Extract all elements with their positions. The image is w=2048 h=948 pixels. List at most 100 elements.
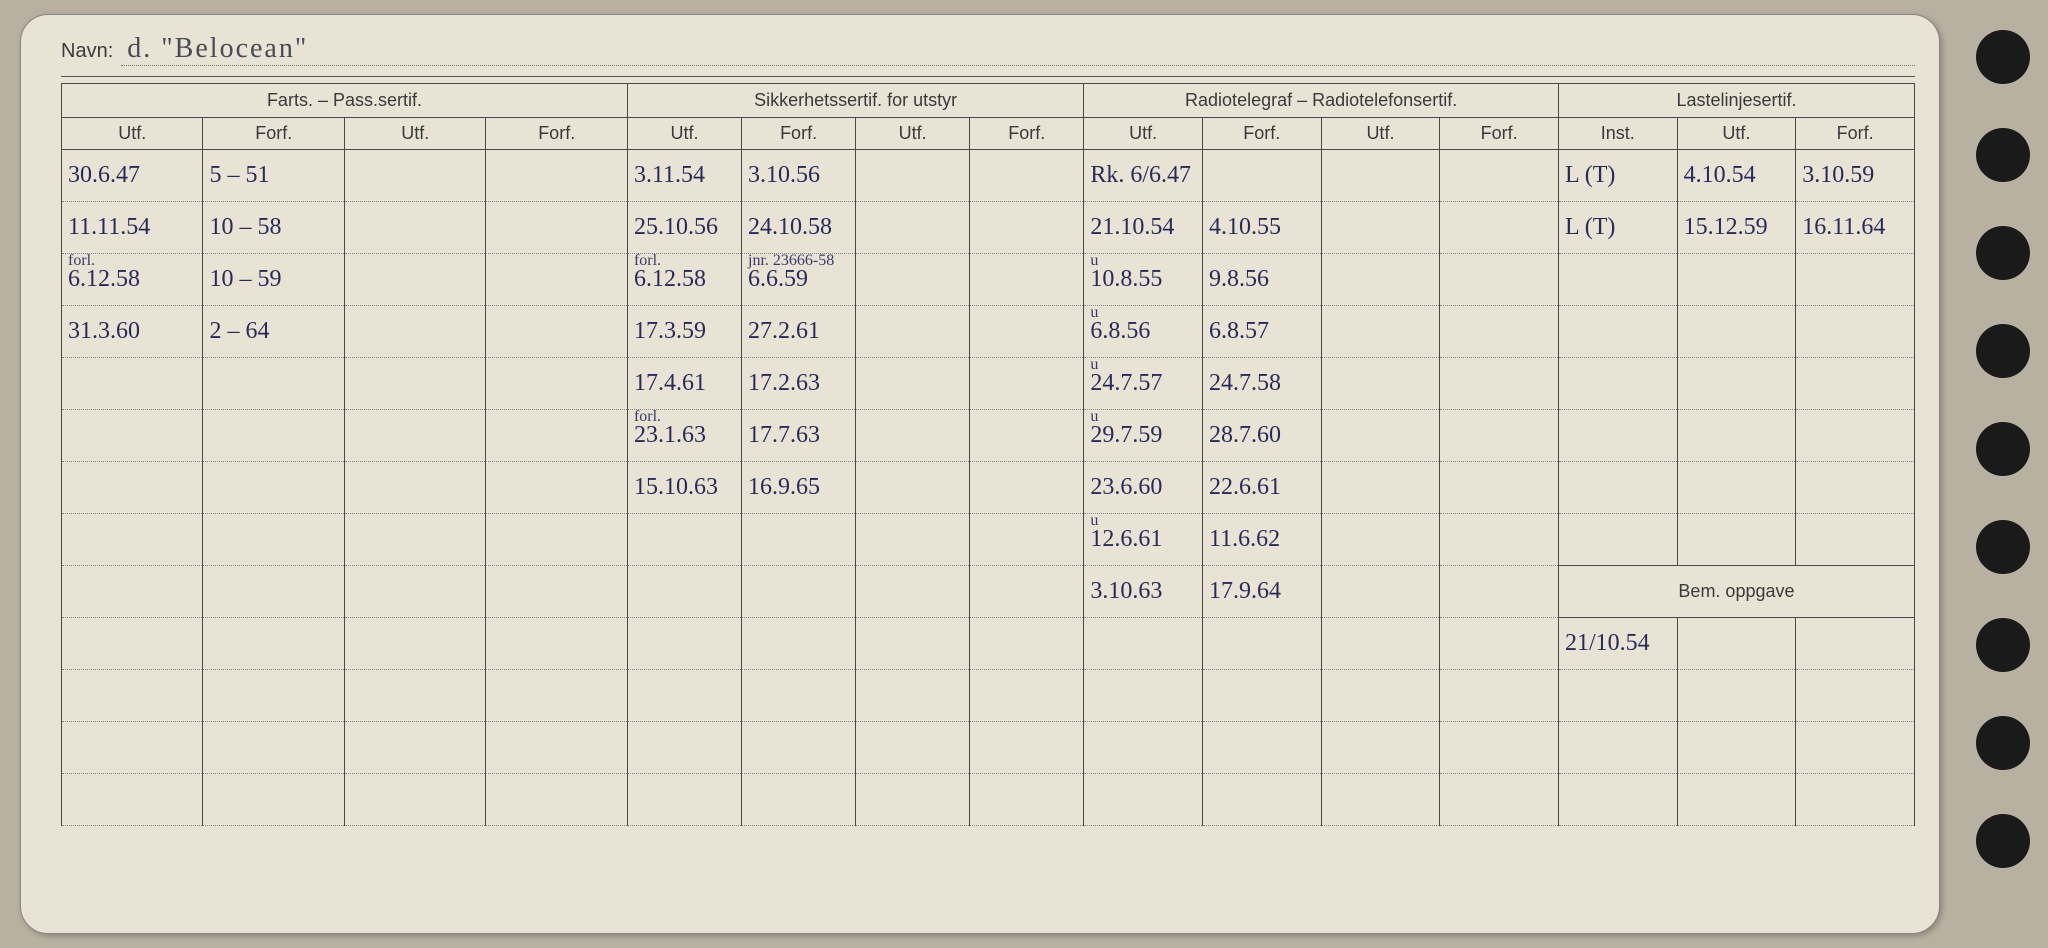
cell-radio: 9.8.56 bbox=[1202, 254, 1321, 306]
cell-laste bbox=[1558, 254, 1677, 306]
cell-sikker bbox=[742, 722, 856, 774]
cell-radio bbox=[1321, 722, 1440, 774]
cell-radio: 23.6.60 bbox=[1084, 462, 1203, 514]
cell-radio: u29.7.59 bbox=[1084, 410, 1203, 462]
cell-laste bbox=[1677, 514, 1796, 566]
cell-farts: 2 – 64 bbox=[203, 306, 344, 358]
cell-laste: 4.10.54 bbox=[1677, 150, 1796, 202]
cell-sikker bbox=[627, 514, 741, 566]
cell-bem bbox=[1558, 774, 1677, 826]
cell-farts bbox=[62, 774, 203, 826]
cell-radio: 21.10.54 bbox=[1084, 202, 1203, 254]
cell-sikker: 15.10.63 bbox=[627, 462, 741, 514]
cell-laste bbox=[1796, 254, 1915, 306]
cell-bem bbox=[1796, 670, 1915, 722]
cell-bem bbox=[1677, 618, 1796, 670]
cell-sikker bbox=[970, 722, 1084, 774]
section-sikker: Sikkerhetssertif. for utstyr bbox=[627, 84, 1083, 118]
table-row: u12.6.6111.6.62 bbox=[62, 514, 1915, 566]
cell-radio bbox=[1321, 462, 1440, 514]
table-row: 31.3.602 – 6417.3.5927.2.61u6.8.566.8.57 bbox=[62, 306, 1915, 358]
cell-farts bbox=[62, 462, 203, 514]
cell-radio bbox=[1440, 462, 1559, 514]
cell-radio bbox=[1321, 410, 1440, 462]
section-laste: Lastelinjesertif. bbox=[1558, 84, 1914, 118]
cell-radio bbox=[1440, 202, 1559, 254]
cell-bem bbox=[1796, 618, 1915, 670]
cell-bem bbox=[1677, 722, 1796, 774]
cell-farts bbox=[344, 254, 485, 306]
cell-farts: 10 – 59 bbox=[203, 254, 344, 306]
cell-bem bbox=[1796, 774, 1915, 826]
cell-laste bbox=[1558, 514, 1677, 566]
table-row: 15.10.6316.9.6523.6.6022.6.61 bbox=[62, 462, 1915, 514]
cell-farts bbox=[344, 618, 485, 670]
cell-bem bbox=[1677, 670, 1796, 722]
cell-farts: 5 – 51 bbox=[203, 150, 344, 202]
punch-holes bbox=[1976, 30, 2030, 868]
cell-sikker: 3.10.56 bbox=[742, 150, 856, 202]
cell-farts bbox=[344, 774, 485, 826]
cell-bem bbox=[1558, 670, 1677, 722]
cell-farts bbox=[486, 774, 627, 826]
cell-farts: 30.6.47 bbox=[62, 150, 203, 202]
table-row: 21/10.54 bbox=[62, 618, 1915, 670]
cell-radio: 4.10.55 bbox=[1202, 202, 1321, 254]
cell-bem bbox=[1677, 774, 1796, 826]
cell-sikker bbox=[742, 774, 856, 826]
cell-sikker: 17.3.59 bbox=[627, 306, 741, 358]
cell-radio bbox=[1440, 618, 1559, 670]
cell-farts bbox=[344, 670, 485, 722]
cell-sikker: forl.23.1.63 bbox=[627, 410, 741, 462]
cell-farts bbox=[486, 306, 627, 358]
cell-sikker bbox=[970, 566, 1084, 618]
table-row: forl.23.1.6317.7.63u29.7.5928.7.60 bbox=[62, 410, 1915, 462]
cell-sikker bbox=[742, 618, 856, 670]
cell-farts bbox=[203, 514, 344, 566]
cell-radio bbox=[1440, 566, 1559, 618]
table-row: 30.6.475 – 513.11.543.10.56Rk. 6/6.47L (… bbox=[62, 150, 1915, 202]
cell-farts: 11.11.54 bbox=[62, 202, 203, 254]
cell-sikker: 25.10.56 bbox=[627, 202, 741, 254]
cell-laste bbox=[1677, 462, 1796, 514]
table-row: 17.4.6117.2.63u24.7.5724.7.58 bbox=[62, 358, 1915, 410]
cell-sikker bbox=[856, 514, 970, 566]
cell-sikker bbox=[742, 514, 856, 566]
cell-radio bbox=[1084, 722, 1203, 774]
cell-radio bbox=[1440, 774, 1559, 826]
cell-farts bbox=[344, 410, 485, 462]
cell-farts bbox=[203, 462, 344, 514]
cell-farts bbox=[344, 358, 485, 410]
cell-farts bbox=[486, 254, 627, 306]
cell-sikker bbox=[970, 514, 1084, 566]
cell-farts bbox=[344, 202, 485, 254]
cell-farts bbox=[486, 566, 627, 618]
cell-laste bbox=[1677, 358, 1796, 410]
cell-radio bbox=[1202, 150, 1321, 202]
cell-sikker bbox=[970, 462, 1084, 514]
cell-sikker: 24.10.58 bbox=[742, 202, 856, 254]
cell-sikker: forl.6.12.58 bbox=[627, 254, 741, 306]
cell-farts bbox=[203, 358, 344, 410]
cell-farts: 31.3.60 bbox=[62, 306, 203, 358]
cell-sikker bbox=[627, 670, 741, 722]
cell-sikker bbox=[970, 618, 1084, 670]
cell-radio: 3.10.63 bbox=[1084, 566, 1203, 618]
cell-laste bbox=[1796, 410, 1915, 462]
cell-laste bbox=[1677, 410, 1796, 462]
cell-radio bbox=[1440, 670, 1559, 722]
cell-farts bbox=[344, 150, 485, 202]
cell-bem bbox=[1796, 722, 1915, 774]
cell-sikker bbox=[970, 774, 1084, 826]
table-row: 11.11.5410 – 5825.10.5624.10.5821.10.544… bbox=[62, 202, 1915, 254]
cell-farts bbox=[62, 670, 203, 722]
cell-sikker bbox=[970, 358, 1084, 410]
bem-header: Bem. oppgave bbox=[1558, 566, 1914, 618]
table-row: forl.6.12.5810 – 59forl.6.12.58jnr. 2366… bbox=[62, 254, 1915, 306]
cell-radio bbox=[1321, 150, 1440, 202]
cell-sikker bbox=[970, 150, 1084, 202]
cell-farts bbox=[62, 358, 203, 410]
cell-radio: u6.8.56 bbox=[1084, 306, 1203, 358]
cell-sikker: 3.11.54 bbox=[627, 150, 741, 202]
cell-radio: 17.9.64 bbox=[1202, 566, 1321, 618]
